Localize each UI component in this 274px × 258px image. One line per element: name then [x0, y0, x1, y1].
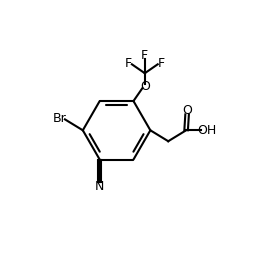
Text: O: O	[140, 80, 150, 93]
Text: N: N	[95, 180, 104, 193]
Text: Br: Br	[53, 112, 66, 125]
Text: F: F	[125, 57, 132, 70]
Text: F: F	[158, 57, 165, 70]
Text: F: F	[141, 49, 148, 62]
Text: O: O	[182, 103, 192, 117]
Text: OH: OH	[197, 124, 216, 137]
